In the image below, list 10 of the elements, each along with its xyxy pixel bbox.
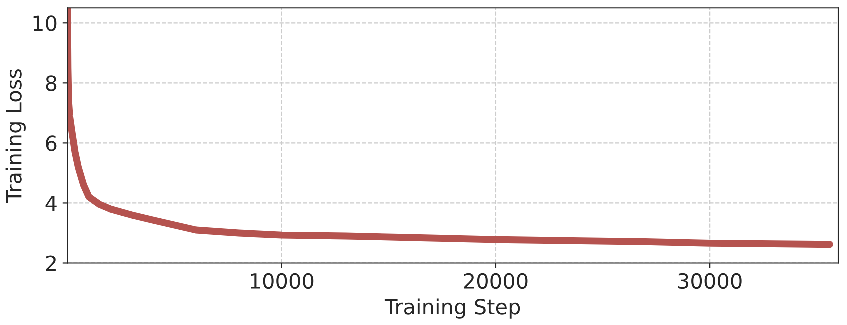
x-axis-title: Training Step: [384, 298, 520, 319]
x-tick-label: 20000: [464, 273, 528, 290]
y-tick-label: 4: [46, 196, 57, 212]
y-tick-label: 8: [46, 76, 57, 92]
x-tick-label: 10000: [251, 273, 314, 290]
y-tick-label: 2: [46, 256, 56, 272]
y-tick-label: 10: [34, 16, 57, 32]
y-tick-label: 6: [46, 136, 57, 152]
x-tick-label: 30000: [678, 273, 742, 290]
y-axis-title: Training Loss: [6, 69, 26, 204]
